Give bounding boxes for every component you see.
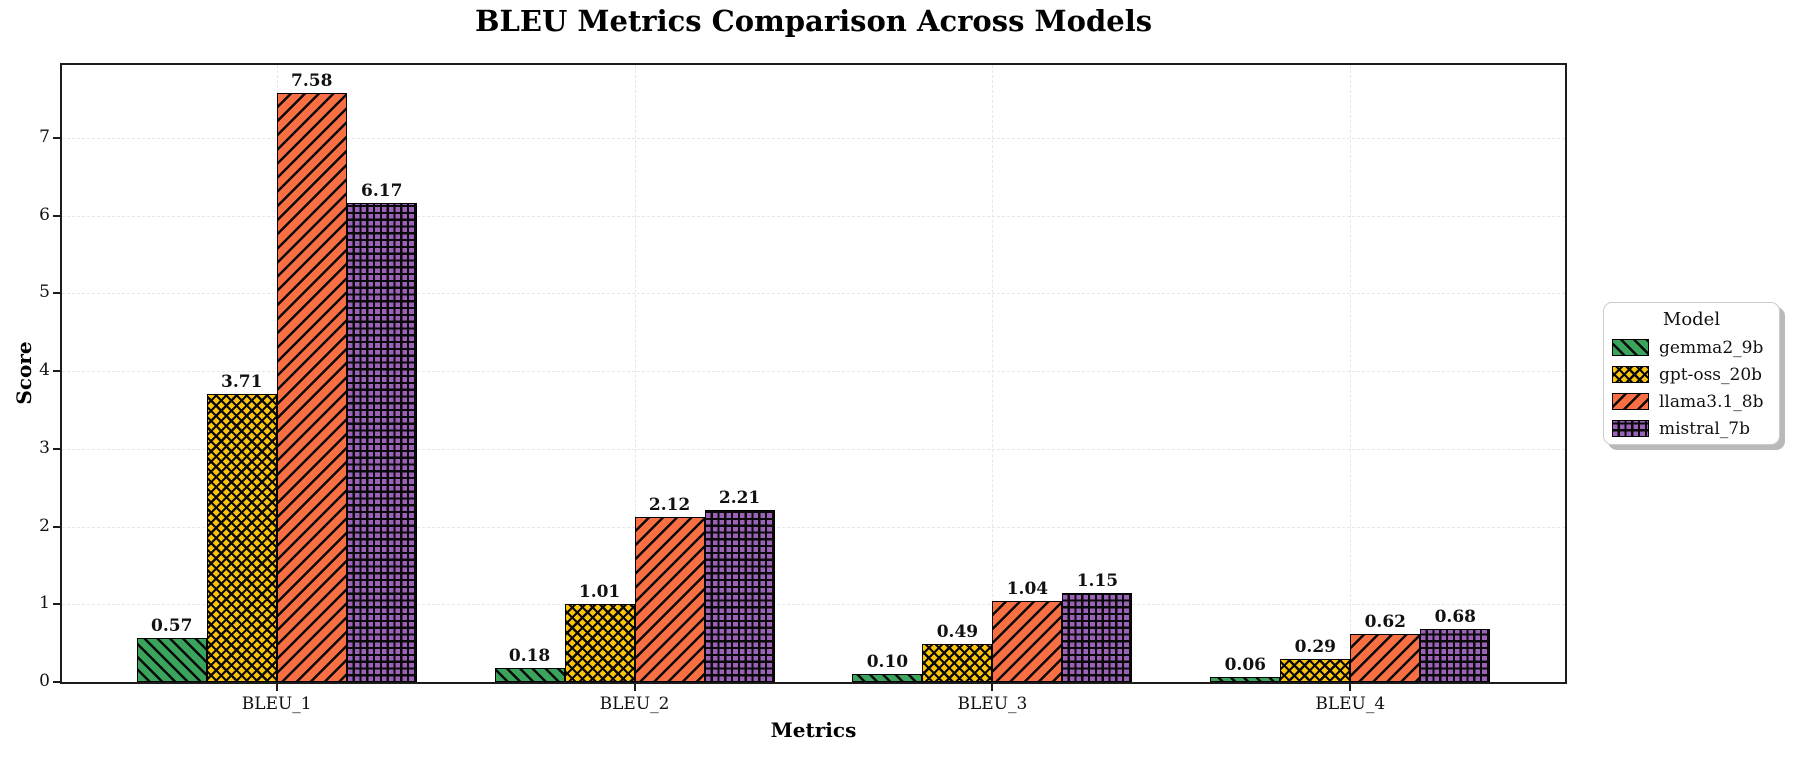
y-tick-mark (53, 603, 60, 606)
y-tick-label: 7 (39, 127, 50, 148)
x-tick-label: BLEU_4 (1315, 694, 1386, 714)
bar-value-label: 1.15 (1076, 571, 1119, 591)
bar-gemma2_9b-BLEU_4 (1210, 677, 1281, 682)
legend-item-label: gpt-oss_20b (1659, 364, 1763, 385)
y-tick-mark (53, 681, 60, 683)
y-axis-title: Score (12, 341, 36, 405)
legend-swatch-icon (1612, 420, 1649, 437)
bar-gpt-oss_20b-BLEU_1 (206, 394, 277, 682)
x-tick-label: BLEU_2 (599, 694, 670, 714)
x-tick-mark (275, 684, 278, 691)
legend-item-label: mistral_7b (1659, 418, 1751, 439)
y-tick-label: 1 (39, 593, 50, 614)
legend-item-llama3.1_8b: llama3.1_8b (1612, 388, 1771, 415)
legend-swatch-icon (1612, 393, 1649, 410)
v-gridline (634, 65, 636, 682)
h-gridline (62, 215, 1565, 217)
h-gridline (62, 293, 1565, 295)
bar-llama3.1_8b-BLEU_1 (276, 93, 347, 682)
plot-area (60, 63, 1567, 684)
v-gridline (1350, 65, 1352, 682)
v-gridline (992, 65, 994, 682)
bar-value-label: 1.01 (578, 582, 621, 602)
h-gridline (62, 371, 1565, 373)
legend-title: Model (1662, 309, 1721, 330)
y-tick-mark (53, 370, 60, 373)
bar-value-label: 2.12 (648, 495, 691, 515)
bar-value-label: 2.21 (718, 488, 761, 508)
bar-llama3.1_8b-BLEU_3 (992, 601, 1063, 682)
legend-item-label: llama3.1_8b (1659, 391, 1764, 412)
y-tick-mark (53, 292, 60, 295)
y-tick-label: 2 (39, 515, 50, 536)
legend-swatch-icon (1612, 366, 1649, 383)
chart-title: BLEU Metrics Comparison Across Models (474, 4, 1153, 38)
y-tick-label: 4 (39, 360, 50, 381)
bar-value-label: 0.29 (1294, 637, 1336, 657)
y-tick-mark (53, 137, 60, 140)
bar-llama3.1_8b-BLEU_4 (1350, 634, 1421, 682)
h-gridline (62, 604, 1565, 606)
h-gridline (62, 138, 1565, 140)
legend-item-mistral_7b: mistral_7b (1612, 415, 1771, 442)
bar-llama3.1_8b-BLEU_2 (634, 517, 705, 682)
bar-value-label: 0.10 (866, 652, 909, 672)
legend-item-gemma2_9b: gemma2_9b (1612, 334, 1771, 361)
bar-value-label: 7.58 (291, 71, 333, 91)
y-tick-label: 5 (39, 282, 50, 303)
x-tick-label: BLEU_3 (957, 694, 1028, 714)
bar-value-label: 0.49 (936, 622, 979, 642)
bar-value-label: 0.57 (151, 616, 193, 636)
bar-mistral_7b-BLEU_2 (704, 510, 775, 682)
x-tick-mark (991, 684, 994, 691)
h-gridline (62, 526, 1565, 528)
x-axis-title: Metrics (770, 718, 857, 742)
x-tick-label: BLEU_1 (241, 694, 312, 714)
h-gridline (62, 448, 1565, 450)
y-tick-mark (53, 447, 60, 450)
bar-value-label: 0.62 (1364, 612, 1406, 632)
bar-value-label: 6.17 (361, 181, 403, 201)
y-tick-label: 6 (39, 204, 50, 225)
legend-item-gpt-oss_20b: gpt-oss_20b (1612, 361, 1771, 388)
y-tick-label: 3 (39, 437, 50, 458)
bar-gpt-oss_20b-BLEU_4 (1280, 659, 1351, 682)
legend-swatch-icon (1612, 339, 1649, 356)
bar-gemma2_9b-BLEU_3 (852, 674, 923, 682)
bar-value-label: 0.06 (1224, 655, 1266, 675)
bar-value-label: 0.68 (1434, 607, 1476, 627)
bar-value-label: 0.18 (508, 646, 551, 666)
bar-mistral_7b-BLEU_1 (346, 203, 417, 682)
bar-gpt-oss_20b-BLEU_2 (564, 604, 635, 682)
x-tick-mark (633, 684, 636, 691)
y-tick-mark (53, 214, 60, 217)
x-tick-mark (1349, 684, 1352, 691)
bar-gemma2_9b-BLEU_2 (494, 668, 565, 682)
y-tick-label: 0 (39, 671, 50, 691)
bar-value-label: 1.04 (1006, 579, 1049, 599)
bar-gemma2_9b-BLEU_1 (136, 638, 207, 682)
y-tick-mark (53, 525, 60, 528)
legend-items: gemma2_9b gpt-oss_20b llama3.1_8b mistral_7… (1612, 334, 1771, 442)
legend-item-label: gemma2_9b (1659, 337, 1764, 358)
bar-mistral_7b-BLEU_4 (1420, 629, 1491, 682)
bar-value-label: 3.71 (221, 372, 263, 392)
bar-mistral_7b-BLEU_3 (1062, 593, 1133, 682)
bar-gpt-oss_20b-BLEU_3 (922, 644, 993, 682)
